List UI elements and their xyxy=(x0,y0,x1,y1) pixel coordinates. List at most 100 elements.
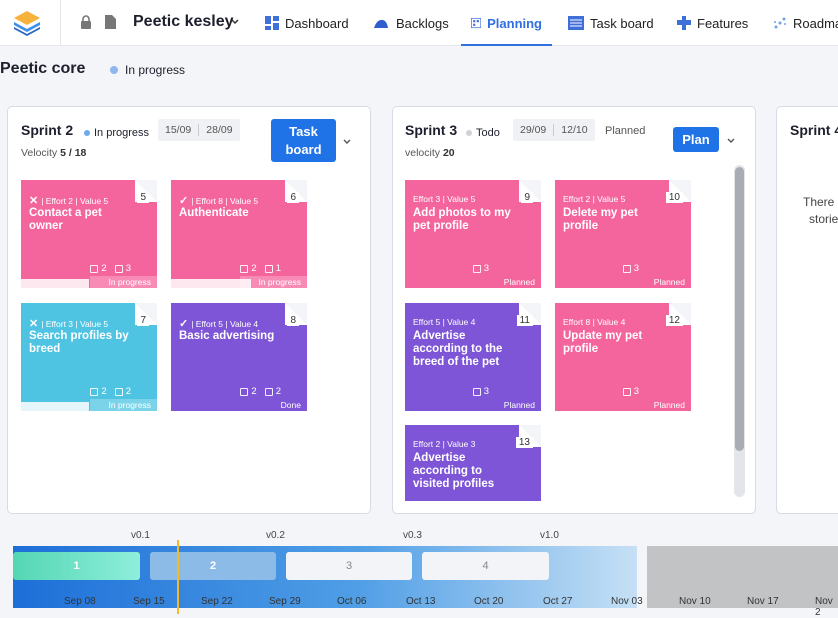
story-status: Done xyxy=(280,400,301,410)
release-timeline: v0.1 v0.2 v0.3 v1.0 1 2 3 4 Sep 08 Sep 1… xyxy=(0,520,838,618)
velocity-value: 20 xyxy=(442,147,455,159)
story-card[interactable]: 7 ✕ | Effort 3 | Value 5 Search profiles … xyxy=(21,303,157,411)
checked-task-icon xyxy=(264,264,273,273)
team-status: In progress xyxy=(110,63,185,77)
timeline-sprint[interactable]: 4 xyxy=(422,552,549,580)
story-title: Basic advertising xyxy=(179,330,275,342)
sprint-end-date[interactable]: 12/10 xyxy=(561,124,588,136)
dashboard-icon xyxy=(265,16,279,30)
timeline-date: Nov 03 xyxy=(611,596,643,607)
done-task-count: 3 xyxy=(125,263,131,274)
team-status-label: In progress xyxy=(125,63,186,77)
timeline-date: Oct 13 xyxy=(406,596,436,607)
story-card[interactable]: 9 Effort 3 | Value 5 Add photos to my pe… xyxy=(405,180,541,288)
task-count: 3 xyxy=(633,263,639,274)
nav-planning[interactable]: Planning xyxy=(461,0,552,46)
task-count: 2 xyxy=(251,263,257,274)
timeline-date: Oct 27 xyxy=(543,596,573,607)
task-icon xyxy=(240,387,249,396)
story-status: Planned xyxy=(653,277,685,287)
timeline-sprint[interactable]: 1 xyxy=(13,552,140,580)
task-count: 2 xyxy=(251,386,257,397)
version-label: v0.2 xyxy=(266,530,285,541)
story-number: 7 xyxy=(137,315,149,326)
story-number: 13 xyxy=(515,437,533,448)
velocity-label: Velocity xyxy=(21,147,58,159)
story-card[interactable]: 11 Effort 5 | Value 4 Advertise accordin… xyxy=(405,303,541,411)
date-divider xyxy=(553,124,555,136)
story-number: 8 xyxy=(287,315,299,326)
sprint-dates[interactable]: 29/09 12/10 xyxy=(513,119,595,141)
story-card[interactable]: 5 ✕ | Effort 2 | Value 5 Contact a pet ow… xyxy=(21,180,157,288)
timeline-sprint[interactable]: 2 xyxy=(150,552,276,580)
sprint-scrollbar[interactable] xyxy=(734,165,745,497)
checked-task-icon xyxy=(114,387,123,396)
nav-dashboard-label: Dashboard xyxy=(285,15,349,31)
task-icon xyxy=(472,264,481,273)
nav-features[interactable]: Features xyxy=(677,0,748,46)
check-icon: ✓ xyxy=(179,318,189,330)
story-card[interactable]: 10 Effort 2 | Value 5 Delete my pet prof… xyxy=(555,180,691,288)
story-meta: Effort 5 | Value 4 xyxy=(413,317,476,327)
document-icon[interactable] xyxy=(104,15,116,29)
story-card[interactable]: 8 ✓ | Effort 5 | Value 4 Basic advertisin… xyxy=(171,303,307,411)
story-status: Planned xyxy=(503,277,535,287)
timeline-date: Oct 20 xyxy=(474,596,504,607)
task-count: 3 xyxy=(483,386,489,397)
story-card[interactable]: 12 Effort 8 | Value 4 Update my pet prof… xyxy=(555,303,691,411)
task-icon xyxy=(472,387,481,396)
task-count: 3 xyxy=(483,263,489,274)
velocity-label: velocity xyxy=(405,147,441,159)
nav-roadmap[interactable]: Roadma xyxy=(773,0,838,46)
nav-task-board[interactable]: Task board xyxy=(568,0,654,46)
nav-backlogs[interactable]: Backlogs xyxy=(372,0,449,46)
today-marker xyxy=(177,540,179,614)
story-status: Planned xyxy=(653,400,685,410)
chevron-down-icon[interactable] xyxy=(726,136,736,146)
sprint-panel-3: Sprint 3 Todo velocity 20 29/09 12/10 Pl… xyxy=(392,106,756,514)
x-icon: ✕ xyxy=(29,195,39,207)
roadmap-icon xyxy=(774,17,786,29)
project-selector[interactable]: Peetic kesley xyxy=(133,13,234,30)
sprint-end-date[interactable]: 28/09 xyxy=(206,124,233,136)
sprint-status: In progress xyxy=(84,127,149,139)
sprint-panel-4: Sprint 4 There storie xyxy=(776,106,838,514)
sprint-panel-2: Sprint 2 In progress Velocity 5 / 18 15/… xyxy=(7,106,371,514)
story-card[interactable]: 6 ✓ | Effort 8 | Value 5 Authenticate 2 1… xyxy=(171,180,307,288)
sprint-state: Planned xyxy=(605,125,646,137)
sprint-title: Sprint 4 xyxy=(790,122,838,138)
story-status: In progress xyxy=(90,399,157,411)
task-count: 3 xyxy=(633,386,639,397)
version-label: v0.3 xyxy=(403,530,422,541)
plan-button[interactable]: Plan xyxy=(673,127,719,152)
story-meta: | Effort 3 | Value 5 xyxy=(41,318,109,329)
timeline-date: Nov 2 xyxy=(815,596,833,618)
story-card[interactable]: 13 Effort 2 | Value 3 Advertise accordin… xyxy=(405,425,541,501)
app-logo-icon[interactable] xyxy=(12,9,42,37)
sprint-start-date[interactable]: 15/09 xyxy=(165,124,192,136)
lock-icon[interactable] xyxy=(80,15,92,29)
scrollbar-thumb[interactable] xyxy=(735,167,744,451)
timeline-date: Nov 17 xyxy=(747,596,779,607)
nav-dashboard[interactable]: Dashboard xyxy=(265,0,349,46)
sprint-velocity: velocity 20 xyxy=(405,147,455,159)
sprint-status: Todo xyxy=(466,127,500,139)
sprint-dates[interactable]: 15/09 28/09 xyxy=(158,119,240,141)
sprint-start-date[interactable]: 29/09 xyxy=(520,124,547,136)
timeline-date: Oct 06 xyxy=(337,596,367,607)
done-task-count: 2 xyxy=(275,386,281,397)
check-icon: ✓ xyxy=(179,195,189,207)
timeline-sprint[interactable]: 3 xyxy=(286,552,412,580)
task-icon xyxy=(90,264,99,273)
sprint-status-label: Todo xyxy=(476,127,500,139)
header-divider xyxy=(60,0,61,46)
story-title: Search profiles by breed xyxy=(29,330,129,355)
story-title: Contact a pet owner xyxy=(29,207,102,232)
chevron-down-icon[interactable] xyxy=(230,17,240,27)
task-board-button[interactable]: Task board xyxy=(271,119,336,162)
story-meta: | Effort 2 | Value 5 xyxy=(41,195,109,206)
chevron-down-icon[interactable] xyxy=(342,137,352,147)
story-number: 6 xyxy=(287,192,299,203)
story-meta: Effort 8 | Value 4 xyxy=(563,317,626,327)
story-status: In progress xyxy=(90,276,157,288)
